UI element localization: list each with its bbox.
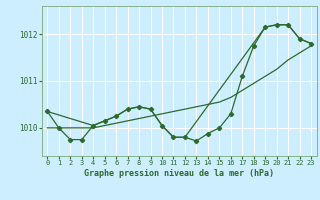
X-axis label: Graphe pression niveau de la mer (hPa): Graphe pression niveau de la mer (hPa) — [84, 169, 274, 178]
